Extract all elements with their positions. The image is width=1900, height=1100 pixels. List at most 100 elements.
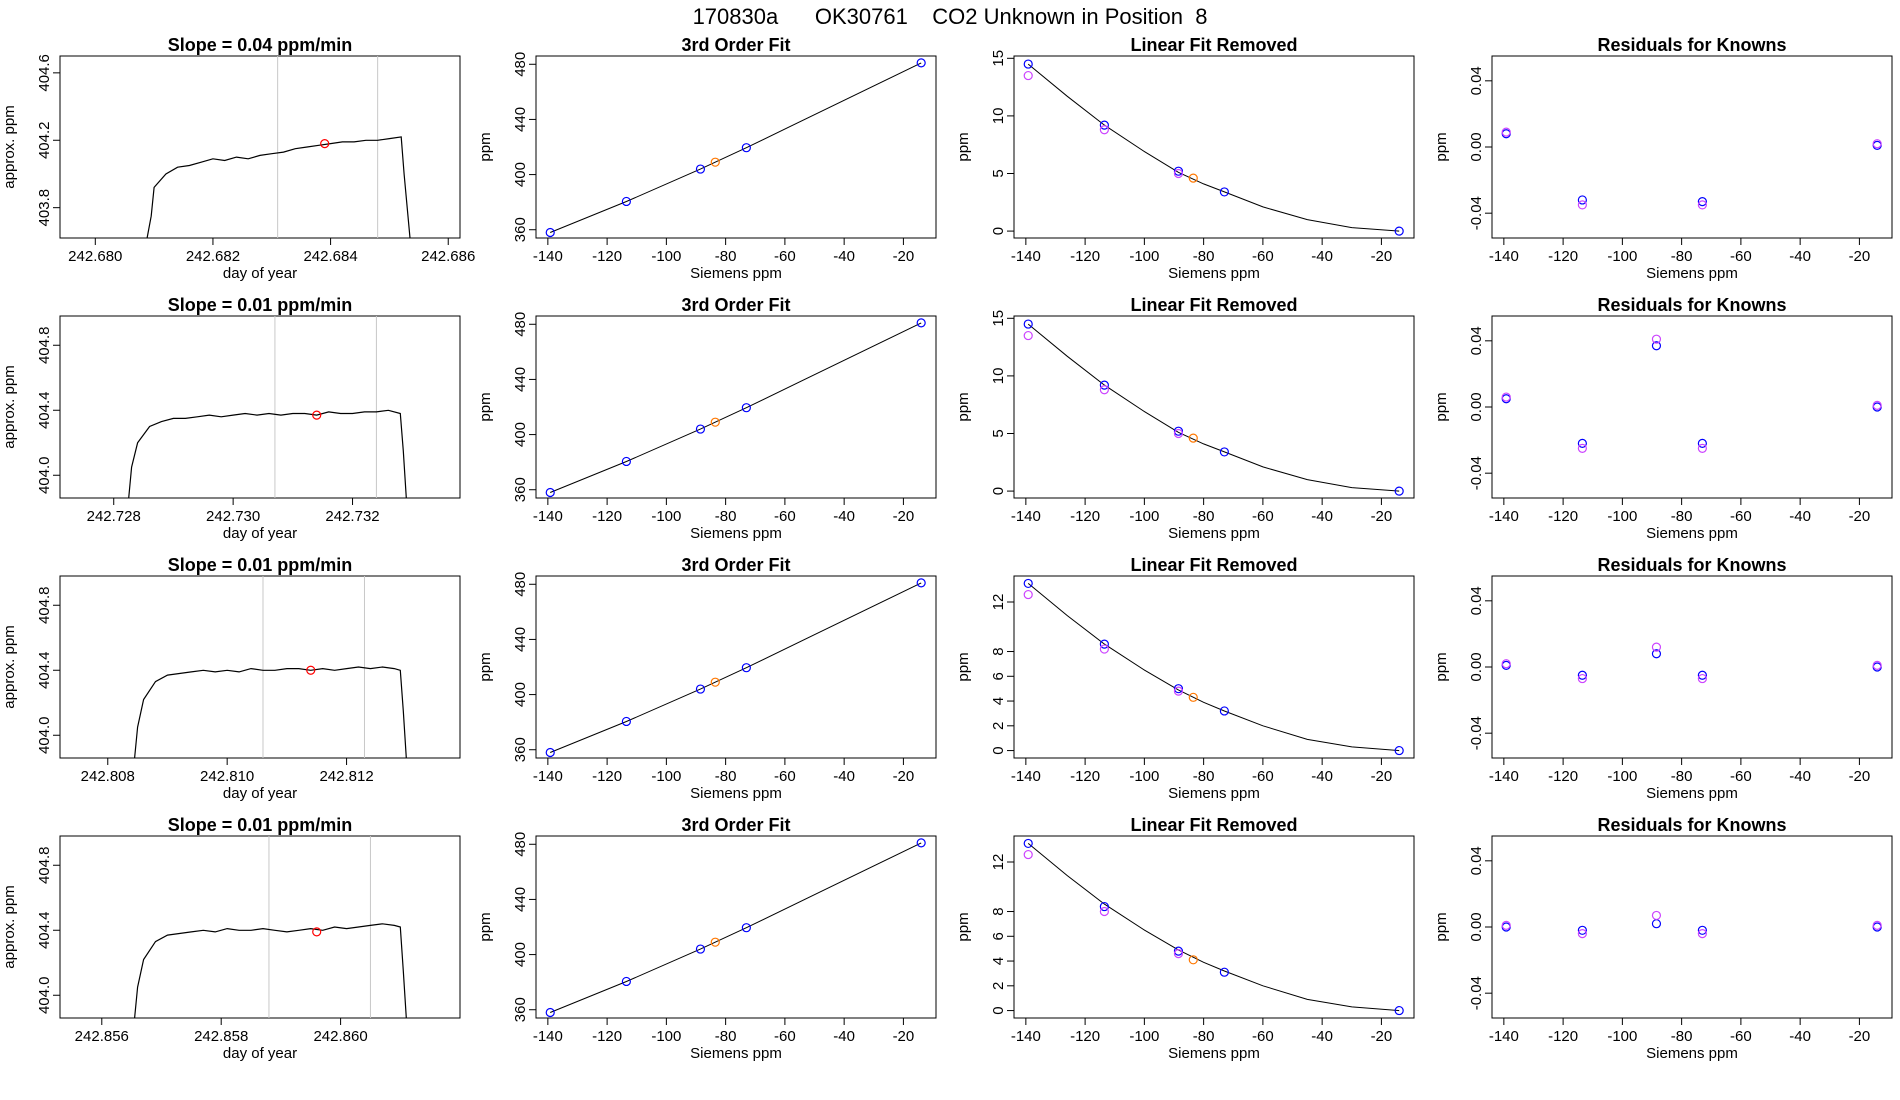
known-point	[1173, 168, 1184, 179]
known-point	[1173, 684, 1184, 694]
y-tick-label: 6	[990, 672, 1007, 680]
known-point	[1173, 686, 1184, 696]
x-axis-label: Siemens ppm	[1646, 265, 1738, 282]
plot-area	[1501, 127, 1882, 210]
x-tick-label: 242.808	[81, 768, 135, 785]
known-point	[1577, 200, 1587, 210]
known-point	[741, 923, 751, 933]
x-tick-label: -100	[651, 248, 681, 265]
mean-marker	[312, 927, 322, 937]
plot-frame	[535, 315, 937, 499]
known-point	[545, 227, 555, 238]
x-tick-label: -20	[893, 768, 915, 785]
x-tick-label: 242.860	[313, 1028, 367, 1045]
known-point	[1577, 195, 1587, 205]
x-tick-label: -140	[1011, 248, 1041, 265]
x-tick-label: -60	[774, 508, 796, 525]
known-point	[916, 838, 926, 848]
y-tick-label: 400	[512, 942, 529, 967]
x-tick-label: -80	[1671, 248, 1693, 265]
known-point	[1099, 125, 1109, 135]
y-axis-label: ppm	[477, 392, 494, 421]
y-tick-label: 0.00	[1468, 132, 1485, 161]
known-point	[1173, 428, 1184, 439]
plot-area	[1501, 910, 1882, 939]
known-point	[1099, 906, 1109, 917]
panel-title: Residuals for Knowns	[1597, 35, 1786, 55]
x-tick-label: -60	[774, 1028, 796, 1045]
y-tick-label: 404.4	[36, 391, 53, 429]
y-tick-label: 0	[990, 1006, 1007, 1014]
x-tick-label: -100	[1607, 1028, 1637, 1045]
x-axis-label: Siemens ppm	[690, 1045, 782, 1062]
x-axis-label: Siemens ppm	[1646, 1045, 1738, 1062]
x-tick-label: -60	[774, 248, 796, 265]
known-point	[1099, 385, 1109, 395]
fit-curve	[1027, 583, 1400, 752]
panel-0-1: 3rd Order Fit -140 -120 -100 -80 -60 -40 -20 360…	[477, 35, 937, 282]
y-axis-label: approx. ppm	[1, 625, 18, 708]
known-point	[621, 976, 631, 987]
y-tick-label: 404.0	[36, 716, 53, 754]
x-tick-label: -100	[1607, 768, 1637, 785]
fit-curve	[550, 582, 922, 753]
known-point	[695, 424, 706, 434]
plot-frame	[1013, 835, 1415, 1019]
known-point	[1872, 660, 1882, 670]
known-point	[545, 1007, 555, 1018]
known-point	[1099, 380, 1109, 390]
plot-area	[1023, 319, 1404, 496]
y-axis-label: ppm	[477, 912, 494, 941]
x-tick-label: -20	[1371, 1028, 1393, 1045]
x-tick-label: -140	[533, 768, 563, 785]
x-tick-label: -120	[1548, 768, 1578, 785]
unknown-point	[1188, 433, 1198, 443]
known-point	[1394, 1005, 1404, 1016]
plot-frame	[59, 55, 461, 239]
x-tick-label: 242.732	[325, 508, 379, 525]
x-tick-label: 242.728	[87, 508, 141, 525]
x-tick-label: 242.682	[186, 248, 240, 265]
known-point	[1023, 589, 1033, 600]
x-tick-label: 242.856	[75, 1028, 129, 1045]
y-tick-label: 0	[990, 487, 1007, 495]
y-tick-label: 360	[512, 217, 529, 242]
x-tick-label: -80	[715, 768, 737, 785]
x-tick-label: -100	[1607, 248, 1637, 265]
known-point	[1697, 200, 1707, 210]
panel-title: Slope = 0.01 ppm/min	[168, 555, 353, 575]
y-axis-label: ppm	[1433, 652, 1450, 681]
x-tick-label: -140	[1011, 508, 1041, 525]
y-tick-label: 360	[512, 997, 529, 1022]
x-tick-label: -100	[651, 508, 681, 525]
x-tick-label: -40	[833, 1028, 855, 1045]
panel-title: Linear Fit Removed	[1130, 555, 1297, 575]
x-tick-label: -60	[1252, 1028, 1274, 1045]
y-tick-label: 404.4	[36, 911, 53, 949]
fit-curve	[1027, 843, 1400, 1012]
x-axis-label: Siemens ppm	[1168, 1045, 1260, 1062]
plot-area	[1501, 334, 1882, 453]
unknown-point	[710, 677, 720, 687]
y-axis-label: ppm	[1433, 392, 1450, 421]
known-point	[1651, 649, 1662, 659]
x-tick-label: -100	[1129, 248, 1159, 265]
panel-title: Linear Fit Removed	[1130, 295, 1297, 315]
y-tick-label: 404.8	[36, 586, 53, 624]
known-point	[1501, 920, 1511, 930]
x-tick-label: -80	[1671, 1028, 1693, 1045]
panel-3-3: Residuals for Knowns -140 -120 -100 -80 -60 -4…	[1433, 815, 1893, 1062]
x-tick-label: -20	[1849, 768, 1871, 785]
mean-marker	[312, 410, 322, 420]
known-point	[545, 747, 555, 758]
panel-title: Linear Fit Removed	[1130, 35, 1297, 55]
y-tick-label: 440	[512, 887, 529, 912]
y-tick-label: 0.00	[1468, 652, 1485, 681]
x-tick-label: -40	[1789, 768, 1811, 785]
known-point	[1577, 673, 1587, 684]
known-point	[621, 196, 631, 207]
known-point	[1023, 319, 1033, 329]
y-tick-label: 480	[512, 312, 529, 337]
plot-area	[146, 56, 411, 238]
